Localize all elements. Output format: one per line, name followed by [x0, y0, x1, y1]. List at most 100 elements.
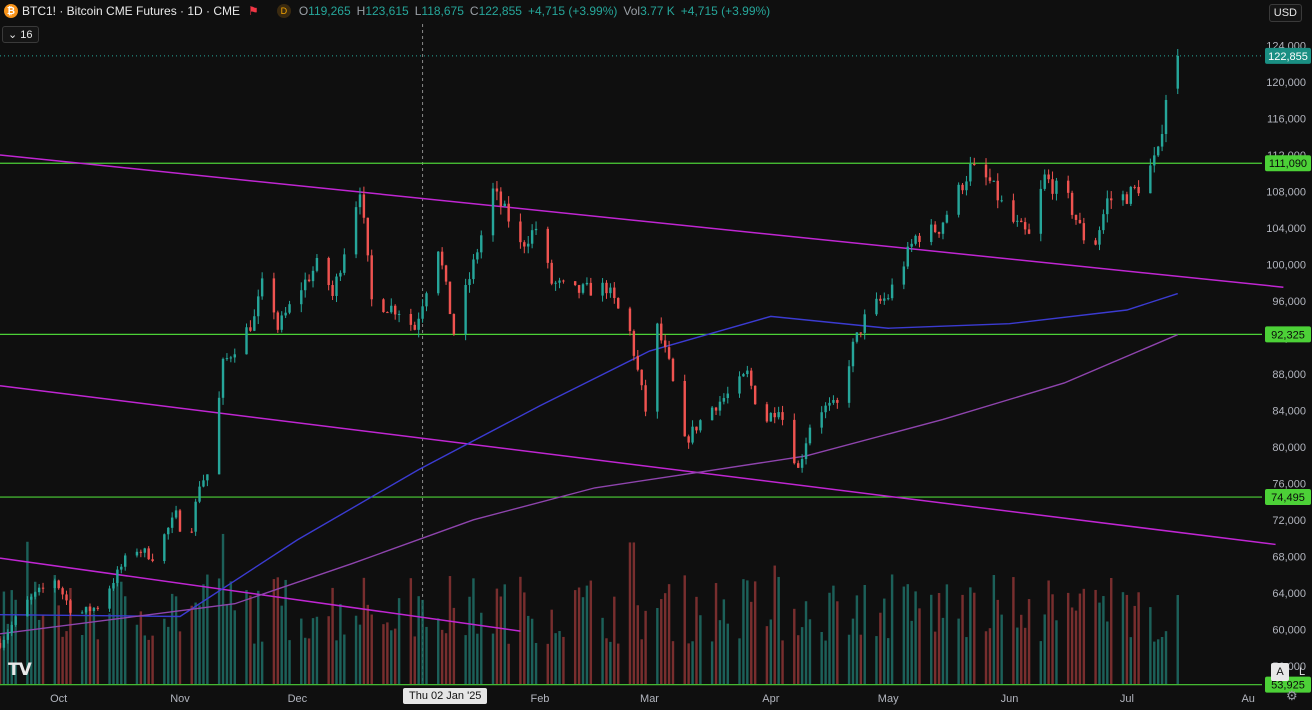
candle-body — [1027, 229, 1031, 234]
candle-body — [233, 354, 236, 358]
price-label: 74,495 — [1271, 492, 1305, 504]
candle-body — [65, 594, 68, 601]
volume-bar — [53, 575, 56, 684]
volume-bar — [930, 594, 933, 684]
candle-body — [855, 332, 859, 342]
volume-bar — [96, 639, 100, 684]
volume-bar — [933, 631, 937, 684]
symbol-header: ₿ BTC1! · Bitcoin CME Futures · 1D · CME… — [0, 0, 770, 22]
candle-body — [116, 569, 119, 583]
candle-body — [88, 606, 92, 612]
delayed-badge[interactable]: D — [276, 4, 291, 18]
symbol-title[interactable]: BTC1! · Bitcoin CME Futures · 1D · CME — [22, 4, 241, 18]
tradingview-logo-icon: TV — [8, 660, 32, 680]
volume-bar — [562, 636, 565, 684]
volume-value: 3.77 K — [640, 4, 675, 18]
candle-body — [828, 402, 831, 406]
indicators-toggle[interactable]: ⌄ 16 — [2, 26, 39, 43]
candle-body — [890, 284, 894, 299]
candle-body — [961, 184, 964, 191]
volume-bar — [781, 640, 784, 684]
volume-bar — [1125, 594, 1129, 684]
volume-bar — [476, 633, 479, 684]
candle-body — [996, 180, 999, 201]
volume-bar — [988, 628, 992, 684]
currency-selector[interactable]: USD — [1268, 4, 1302, 22]
price-label: 111,090 — [1269, 158, 1307, 170]
volume-bar — [245, 590, 248, 684]
candle-body — [1160, 134, 1164, 147]
x-tick-label: Jun — [1001, 693, 1019, 705]
volume-bar — [1000, 614, 1003, 684]
price-label: 122,855 — [1268, 51, 1308, 63]
volume-bar — [554, 633, 557, 684]
volume-bar — [746, 580, 749, 684]
volume-bar — [573, 590, 577, 684]
candle-body — [503, 203, 506, 207]
volume-bar — [742, 579, 745, 684]
candle-body — [190, 531, 193, 533]
volume-bar — [558, 631, 561, 684]
volume-bar — [343, 634, 346, 684]
volume-bar — [1102, 596, 1105, 684]
candle-body — [354, 207, 358, 255]
flag-icon[interactable]: ⚑ — [248, 4, 259, 18]
ohlc-high-value: 123,615 — [365, 4, 409, 18]
volume-bar — [660, 599, 663, 684]
candle-body — [738, 376, 741, 394]
candle-body — [499, 191, 503, 207]
candle-body — [859, 332, 863, 334]
volume-bar — [84, 608, 88, 684]
candle-body — [577, 285, 581, 293]
candle-body — [851, 341, 855, 367]
candle-body — [746, 370, 749, 375]
volume-bar — [984, 631, 988, 684]
volume-bar — [366, 604, 370, 684]
volume-bar — [992, 575, 996, 684]
volume-bar — [851, 618, 855, 684]
volume-bar — [875, 636, 878, 684]
candle-body — [425, 293, 428, 307]
candle-body — [1121, 194, 1125, 201]
price-label-box — [1265, 155, 1311, 172]
ohlc-close-key: C — [469, 4, 479, 18]
volume-bar — [437, 618, 440, 684]
volume-bar — [69, 587, 72, 684]
auto-scale-button[interactable]: A — [1271, 663, 1289, 681]
candle-body — [343, 254, 346, 273]
candle-body — [472, 259, 475, 280]
gear-icon[interactable]: ⚙ — [1286, 688, 1298, 703]
candle-body — [26, 599, 29, 617]
volume-bar — [527, 615, 530, 684]
volume-bar — [229, 581, 233, 684]
y-tick-label: 84,000 — [1272, 405, 1306, 417]
candle-body — [656, 323, 659, 412]
volume-bar — [906, 584, 909, 684]
candle-body — [2, 639, 6, 648]
volume-bar — [687, 643, 690, 684]
log-scale-button[interactable]: L — [1298, 666, 1306, 678]
volume-bar — [440, 629, 444, 684]
volume-bar — [902, 586, 906, 684]
candle-body — [10, 624, 13, 633]
candle-body — [163, 534, 166, 562]
volume-bar — [307, 638, 311, 684]
candle-body — [448, 281, 452, 315]
x-tick-label: May — [878, 693, 899, 705]
candle-body — [824, 405, 827, 413]
candle-body — [1070, 192, 1074, 215]
candle-body — [832, 400, 835, 403]
y-tick-label: 88,000 — [1272, 369, 1306, 381]
x-tick-label: Oct — [50, 693, 67, 705]
volume-bar — [941, 617, 945, 684]
volume-bar — [288, 640, 291, 684]
candle-body — [92, 607, 96, 612]
candle-body — [777, 412, 780, 418]
volume-bar — [722, 599, 726, 684]
candle-body — [335, 276, 338, 296]
y-tick-label: 72,000 — [1272, 515, 1306, 527]
volume-bar — [753, 581, 757, 684]
volume-bar — [695, 596, 698, 684]
candle-body — [714, 407, 718, 411]
